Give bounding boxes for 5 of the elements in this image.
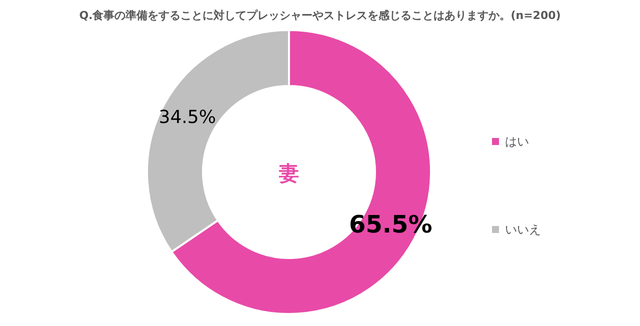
legend-label: はい	[505, 134, 529, 148]
legend-label: いいえ	[505, 222, 541, 236]
chart-title: Q.食事の準備をすることに対してプレッシャーやストレスを感じることはありますか。(n=200)	[79, 9, 561, 22]
data-label: 34.5%	[158, 107, 216, 128]
text: 妻	[278, 161, 299, 185]
